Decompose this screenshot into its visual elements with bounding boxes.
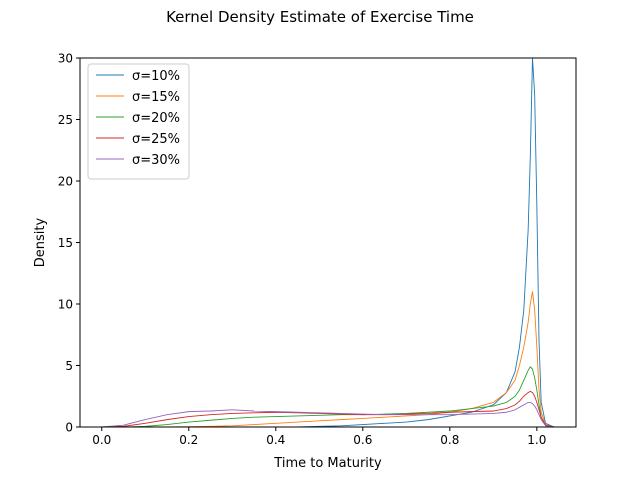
series-line-1 [101,291,555,427]
legend-box [87,63,190,180]
series-line-0 [101,58,555,427]
y-axis-ticks: 0 5 10 15 20 25 30 [58,52,80,435]
x-tick-label: 0.8 [440,433,459,447]
x-tick-label: 0.4 [266,433,285,447]
y-tick-label: 25 [58,113,73,127]
chart-title: Kernel Density Estimate of Exercise Time [166,8,474,26]
legend-label: σ=20% [132,111,180,126]
legend-label: σ=10% [132,69,180,84]
x-tick-label: 0.6 [353,433,372,447]
y-tick-label: 15 [58,236,73,250]
y-tick-label: 30 [58,52,73,66]
y-tick-label: 20 [58,175,73,189]
legend: σ=10% σ=15% σ=20% σ=25% σ=30% [87,63,190,180]
y-tick-label: 0 [65,421,73,435]
legend-label: σ=15% [132,90,180,105]
x-axis-ticks: 0.0 0.2 0.4 0.6 0.8 1.0 [92,427,546,447]
legend-label: σ=30% [132,153,180,168]
x-tick-label: 0.2 [179,433,198,447]
x-axis-label: Time to Maturity [273,456,382,471]
y-axis-label: Density [33,217,48,267]
series-line-3 [101,390,555,427]
y-tick-label: 10 [58,298,73,312]
y-tick-label: 5 [65,359,73,373]
x-tick-label: 0.0 [92,433,111,447]
x-tick-label: 1.0 [527,433,546,447]
series-line-4 [101,401,555,427]
legend-label: σ=25% [132,132,180,147]
series-layer [101,58,555,427]
series-line-2 [101,366,555,427]
